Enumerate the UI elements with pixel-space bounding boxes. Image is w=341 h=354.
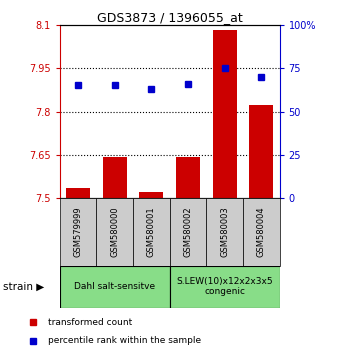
FancyBboxPatch shape [206, 198, 243, 266]
FancyBboxPatch shape [60, 198, 96, 266]
Bar [66, 188, 90, 198]
Text: GSM580001: GSM580001 [147, 206, 156, 257]
Bar [213, 30, 237, 198]
Bar [139, 192, 163, 198]
Text: transformed count: transformed count [48, 318, 133, 327]
FancyBboxPatch shape [60, 266, 169, 308]
Title: GDS3873 / 1396055_at: GDS3873 / 1396055_at [97, 11, 242, 24]
Bar [103, 157, 127, 198]
Text: GSM580000: GSM580000 [110, 206, 119, 257]
Text: percentile rank within the sample: percentile rank within the sample [48, 336, 202, 345]
Text: GSM579999: GSM579999 [74, 206, 83, 257]
Text: GSM580003: GSM580003 [220, 206, 229, 257]
Text: strain ▶: strain ▶ [3, 282, 45, 292]
Text: GSM580002: GSM580002 [183, 206, 192, 257]
FancyBboxPatch shape [243, 198, 280, 266]
FancyBboxPatch shape [169, 266, 280, 308]
FancyBboxPatch shape [96, 198, 133, 266]
Text: S.LEW(10)x12x2x3x5
congenic: S.LEW(10)x12x2x3x5 congenic [176, 277, 273, 296]
Text: Dahl salt-sensitve: Dahl salt-sensitve [74, 282, 155, 291]
FancyBboxPatch shape [133, 198, 169, 266]
Text: GSM580004: GSM580004 [257, 206, 266, 257]
Bar [176, 157, 200, 198]
Bar [249, 105, 273, 198]
FancyBboxPatch shape [169, 198, 206, 266]
